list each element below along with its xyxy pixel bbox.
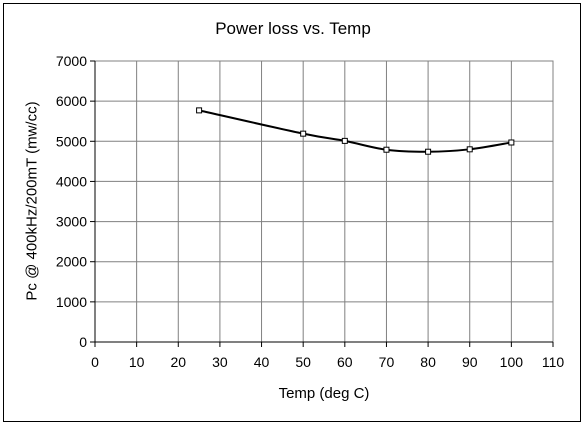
series-line: [198, 109, 512, 153]
y-tick-label: 6000: [56, 93, 87, 109]
data-point-marker: [425, 148, 432, 155]
chart-frame: [3, 3, 581, 422]
y-tick-label: 0: [79, 334, 87, 350]
x-tick-label: 0: [91, 354, 99, 370]
x-tick-label: 20: [170, 354, 186, 370]
x-tick-label: 90: [462, 354, 478, 370]
x-tick-label: 60: [337, 354, 353, 370]
x-tick-label: 110: [542, 354, 565, 370]
data-point-marker: [508, 139, 515, 146]
x-tick-label: 70: [379, 354, 395, 370]
x-tick-label: 40: [254, 354, 270, 370]
data-point-marker: [196, 107, 203, 114]
data-point-marker: [383, 146, 390, 153]
tick-labels: 0 10 20 30 40 50 60 70 80 90 100 110 0 1000 2000 3000 40…: [56, 53, 565, 370]
series: [196, 107, 515, 155]
x-tick-label: 30: [212, 354, 228, 370]
chart-title: Power loss vs. Temp: [215, 19, 371, 38]
axes: [90, 60, 554, 347]
y-tick-label: 1000: [56, 294, 87, 310]
plot-border: [94, 60, 554, 343]
data-point-marker: [466, 146, 473, 153]
data-point-marker: [300, 130, 307, 137]
y-tick-label: 5000: [56, 133, 87, 149]
data-point-marker: [341, 137, 348, 144]
x-axis-title: Temp (deg C): [278, 385, 370, 402]
y-tick-label: 7000: [56, 53, 87, 69]
x-tick-label: 100: [500, 354, 524, 370]
y-tick-label: 2000: [56, 254, 87, 270]
x-tick-label: 50: [295, 354, 311, 370]
x-tick-label: 80: [420, 354, 436, 370]
y-tick-label: 3000: [56, 214, 87, 230]
y-tick-label: 4000: [56, 173, 87, 189]
gridlines: [94, 60, 554, 343]
x-tick-label: 10: [129, 354, 145, 370]
